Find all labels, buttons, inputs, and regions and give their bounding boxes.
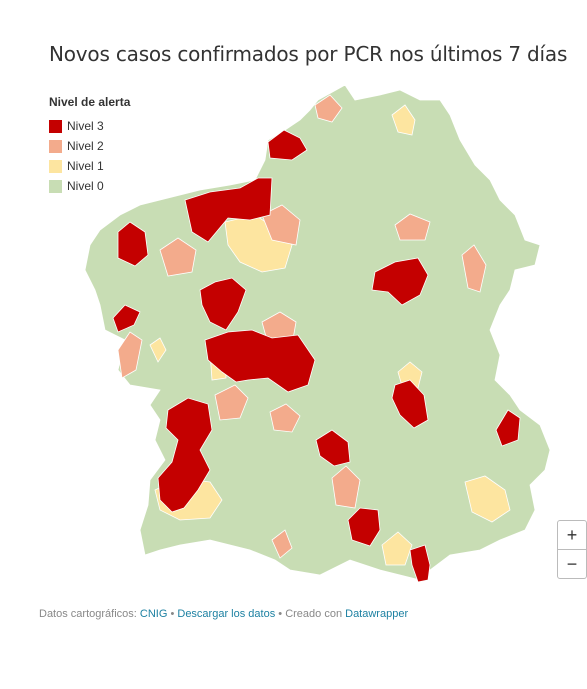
region	[157, 397, 213, 513]
region	[271, 529, 293, 559]
region	[159, 237, 197, 277]
legend-title: Nivel de alerta	[49, 95, 131, 109]
zoom-controls: + −	[557, 520, 587, 579]
region	[464, 475, 511, 523]
region	[214, 384, 249, 421]
separator: •	[278, 608, 283, 620]
title: Novos casos confirmados por PCR nos últi…	[49, 42, 568, 66]
credit-label: Creado con	[285, 608, 343, 620]
region	[149, 337, 167, 363]
region	[495, 409, 521, 447]
download-link[interactable]: Descargar los datos	[177, 608, 276, 620]
region	[461, 244, 487, 293]
separator: •	[170, 608, 175, 620]
footer: Datos cartográficos: CNIG • Descargar lo…	[39, 608, 408, 620]
region	[394, 213, 431, 241]
region	[381, 531, 413, 566]
map	[84, 84, 551, 583]
region	[112, 304, 141, 333]
region	[409, 544, 431, 583]
source-link[interactable]: CNIG	[139, 608, 168, 620]
region	[199, 277, 247, 331]
region	[391, 104, 416, 136]
legend-swatch	[49, 139, 62, 153]
region	[314, 94, 343, 123]
legend-swatch	[49, 159, 62, 173]
zoom-in[interactable]: +	[566, 525, 578, 545]
region	[347, 507, 381, 547]
region	[391, 379, 429, 429]
region	[315, 429, 351, 467]
legend-label: Nivel 0	[67, 179, 104, 193]
legend-swatch	[49, 119, 62, 133]
region	[267, 129, 308, 161]
legend: Nivel de alerta Nivel 3 Nivel 2 Nivel 1 Niv…	[49, 95, 130, 196]
legend-item: Nivel 0	[49, 176, 130, 196]
legend-label: Nivel 3	[67, 119, 104, 133]
legend-label: Nivel 1	[67, 159, 104, 173]
region	[269, 403, 301, 433]
legend-swatch	[49, 179, 62, 193]
region	[117, 331, 143, 379]
region	[331, 465, 361, 509]
region	[261, 204, 301, 246]
credit-link[interactable]: Datawrapper	[345, 608, 409, 620]
legend-item: Nivel 3	[49, 116, 130, 136]
region	[371, 257, 429, 306]
region	[184, 177, 273, 243]
legend-items: Nivel 3 Nivel 2 Nivel 1 Nivel 0	[49, 116, 130, 196]
legend-item: Nivel 1	[49, 156, 130, 176]
legend-item: Nivel 2	[49, 136, 130, 156]
source-label: Datos cartográficos:	[39, 608, 137, 620]
region	[117, 221, 149, 267]
region	[204, 329, 316, 393]
zoom-out[interactable]: −	[558, 549, 586, 578]
legend-label: Nivel 2	[67, 139, 104, 153]
